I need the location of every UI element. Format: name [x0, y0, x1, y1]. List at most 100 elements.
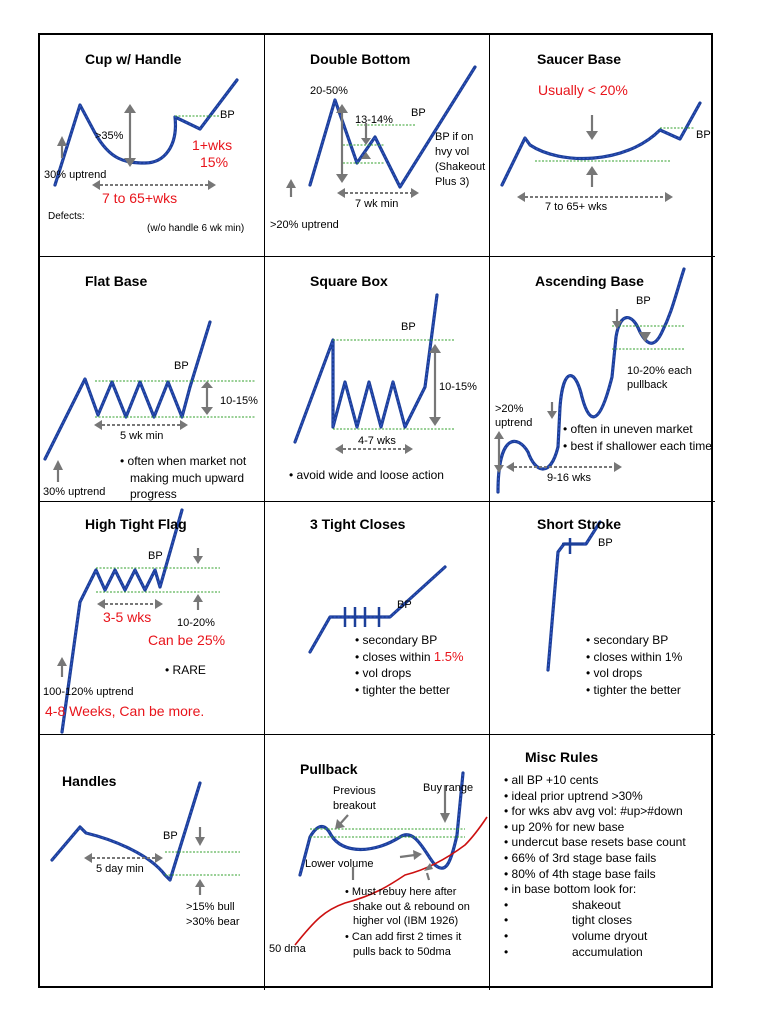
- cell-square-box: Square Box BP 10-15% 4-7 wks • avoid wid…: [265, 257, 490, 502]
- ascending-base-diagram: [494, 267, 686, 494]
- saucer-usually: Usually < 20%: [538, 82, 628, 98]
- pullback-bullet-1-line-1: • Must rebuy here after: [345, 886, 457, 898]
- misc-rule-4: • up 20% for new base: [504, 819, 625, 834]
- handles-bull: >15% bull: [186, 901, 235, 913]
- flat-base-bp: BP: [174, 360, 189, 372]
- three-tight-title: 3 Tight Closes: [310, 516, 406, 532]
- flat-base-bullet-2: making much upward: [130, 470, 245, 485]
- cell-saucer-base: Saucer Base Usually < 20% BP 7 to 65+ wk…: [490, 35, 715, 257]
- ascending-duration: 9-16 wks: [547, 472, 592, 484]
- misc-sub-rule-4-text: accumulation: [572, 944, 643, 959]
- pullback-diagram: [294, 771, 488, 946]
- ascending-bullet-2: • best if shallower each time: [563, 438, 712, 453]
- ascending-pullback-1: 10-20% each: [627, 365, 692, 377]
- high-tight-flag-diagram: [57, 508, 220, 734]
- three-tight-bullet-2-text: • closes within: [355, 649, 434, 664]
- double-bottom-title: Double Bottom: [310, 51, 411, 67]
- cup-bp-label: BP: [220, 109, 235, 121]
- handles-bp: BP: [163, 830, 178, 842]
- pullback-previous-1: Previous: [333, 785, 376, 797]
- ascending-uptrend-1: >20%: [495, 403, 524, 415]
- cup-handle-weeks: 1+wks: [192, 137, 233, 153]
- htf-uptrend: 100-120% uptrend: [43, 686, 134, 698]
- short-stroke-bullet-2: • closes within 1%: [586, 649, 683, 664]
- square-box-title: Square Box: [310, 273, 388, 289]
- double-bottom-bp: BP: [411, 107, 426, 119]
- misc-sub-rule-1-text: shakeout: [572, 897, 621, 912]
- misc-rules-title: Misc Rules: [525, 749, 599, 765]
- saucer-title: Saucer Base: [537, 51, 622, 67]
- handles-diagram: [50, 781, 240, 895]
- double-bottom-note-2: hvy vol: [435, 146, 470, 158]
- square-box-bp: BP: [401, 321, 416, 333]
- cup-note: (w/o handle 6 wk min): [147, 223, 245, 234]
- pullback-bullet-1-line-2: shake out & rebound on: [353, 900, 470, 913]
- cell-flat-base: Flat Base BP 10-15% 5 wk min • often whe…: [40, 257, 265, 502]
- pullback-lower-volume: Lower volume: [305, 858, 374, 870]
- ascending-uptrend-2: uptrend: [495, 417, 533, 429]
- htf-bp: BP: [148, 550, 163, 562]
- pullback-bullet-2-line-2: pulls back to 50dma: [353, 945, 451, 958]
- short-stroke-diagram: [546, 520, 602, 672]
- three-tight-bullet-1: • secondary BP: [355, 633, 438, 647]
- square-box-duration: 4-7 wks: [358, 435, 396, 447]
- misc-rule-6: • 66% of 3rd stage base fails: [504, 850, 657, 865]
- three-tight-bullet-2: • closes within 1.5%: [355, 649, 464, 666]
- short-stroke-bullets: • secondary BP • closes within 1% • vol …: [586, 632, 682, 698]
- chart-patterns-grid: Cup w/ Handle >35% BP 1+wks 15% 30% uptr…: [38, 33, 715, 990]
- three-tight-closes-diagram: [308, 565, 447, 654]
- pullback-title: Pullback: [300, 761, 358, 777]
- double-bottom-uptrend: >20% uptrend: [270, 219, 339, 231]
- misc-rule-8: • in base bottom look for:: [504, 882, 637, 897]
- pullback-50-dma: 50 dma: [269, 943, 306, 955]
- double-bottom-note-3: (Shakeout: [435, 161, 486, 173]
- htf-duration: 3-5 wks: [103, 609, 152, 625]
- htf-pct: 10-20%: [177, 617, 215, 629]
- misc-sub-rule-3: • volume dryout: [504, 928, 648, 943]
- ascending-bullets: • often in uneven market • best if shall…: [563, 421, 712, 454]
- misc-rule-2: • ideal prior uptrend >30%: [504, 788, 643, 803]
- cell-three-tight-closes: 3 Tight Closes BP • secondary BP • close…: [265, 502, 490, 735]
- pullback-bullets-1: • Must rebuy here after shake out & rebo…: [345, 885, 470, 929]
- cup-handle-pct: 15%: [200, 154, 229, 170]
- three-tight-bullet-4: • tighter the better: [355, 682, 450, 697]
- handles-duration: 5 day min: [96, 863, 144, 875]
- handles-title: Handles: [62, 773, 117, 789]
- flat-base-pct: 10-15%: [220, 395, 258, 407]
- cup-with-handle-diagram: [53, 78, 239, 190]
- flat-base-duration: 5 wk min: [120, 430, 164, 442]
- misc-sub-rule-3-text: volume dryout: [572, 928, 648, 943]
- cup-title: Cup w/ Handle: [85, 51, 182, 67]
- misc-rule-1: • all BP +10 cents: [504, 773, 599, 787]
- cell-double-bottom: Double Bottom 20-50% 13-14% BP BP if on …: [265, 35, 490, 257]
- saucer-duration: 7 to 65+ wks: [545, 201, 608, 213]
- double-bottom-duration: 7 wk min: [355, 198, 399, 210]
- cell-misc-rules: Misc Rules • all BP +10 cents • ideal pr…: [490, 735, 715, 990]
- double-bottom-pct2: 13-14%: [355, 114, 393, 126]
- misc-rules-list: • all BP +10 cents • ideal prior uptrend…: [504, 773, 686, 960]
- cell-cup-with-handle: Cup w/ Handle >35% BP 1+wks 15% 30% uptr…: [40, 35, 265, 257]
- misc-rule-3: • for wks abv avg vol: #up>#down: [504, 804, 683, 819]
- flat-base-bullet-3: progress: [130, 487, 177, 501]
- short-stroke-bp: BP: [598, 537, 613, 549]
- misc-sub-rule-2: • tight closes: [504, 913, 633, 928]
- handles-bear: >30% bear: [186, 916, 240, 928]
- double-bottom-note-4: Plus 3): [435, 176, 470, 188]
- saucer-base-diagram: [500, 101, 702, 202]
- square-box-diagram: [293, 293, 455, 454]
- ascending-bullet-1: • often in uneven market: [563, 422, 693, 436]
- short-stroke-title: Short Stroke: [537, 516, 622, 532]
- misc-sub-rule-4: • accumulation: [504, 944, 643, 959]
- flat-base-bullets: • often when market not making much upwa…: [120, 453, 246, 501]
- three-tight-bullets: • secondary BP • closes within 1.5% • vo…: [355, 632, 464, 698]
- cup-defects-label: Defects:: [48, 211, 85, 222]
- ascending-bp: BP: [636, 295, 651, 307]
- pullback-buy-range: Buy range: [423, 782, 474, 794]
- double-bottom-diagram: [286, 65, 477, 198]
- short-stroke-bullet-3: • vol drops: [586, 666, 643, 680]
- square-box-bullet: • avoid wide and loose action: [289, 468, 444, 482]
- three-tight-bullet-3: • vol drops: [355, 666, 412, 680]
- cell-high-tight-flag: High Tight Flag BP 3-5 wks 10-20% Can be…: [40, 502, 265, 735]
- htf-can-be: Can be 25%: [148, 632, 226, 648]
- pullback-bullets-2: • Can add first 2 times it pulls back to…: [345, 930, 461, 959]
